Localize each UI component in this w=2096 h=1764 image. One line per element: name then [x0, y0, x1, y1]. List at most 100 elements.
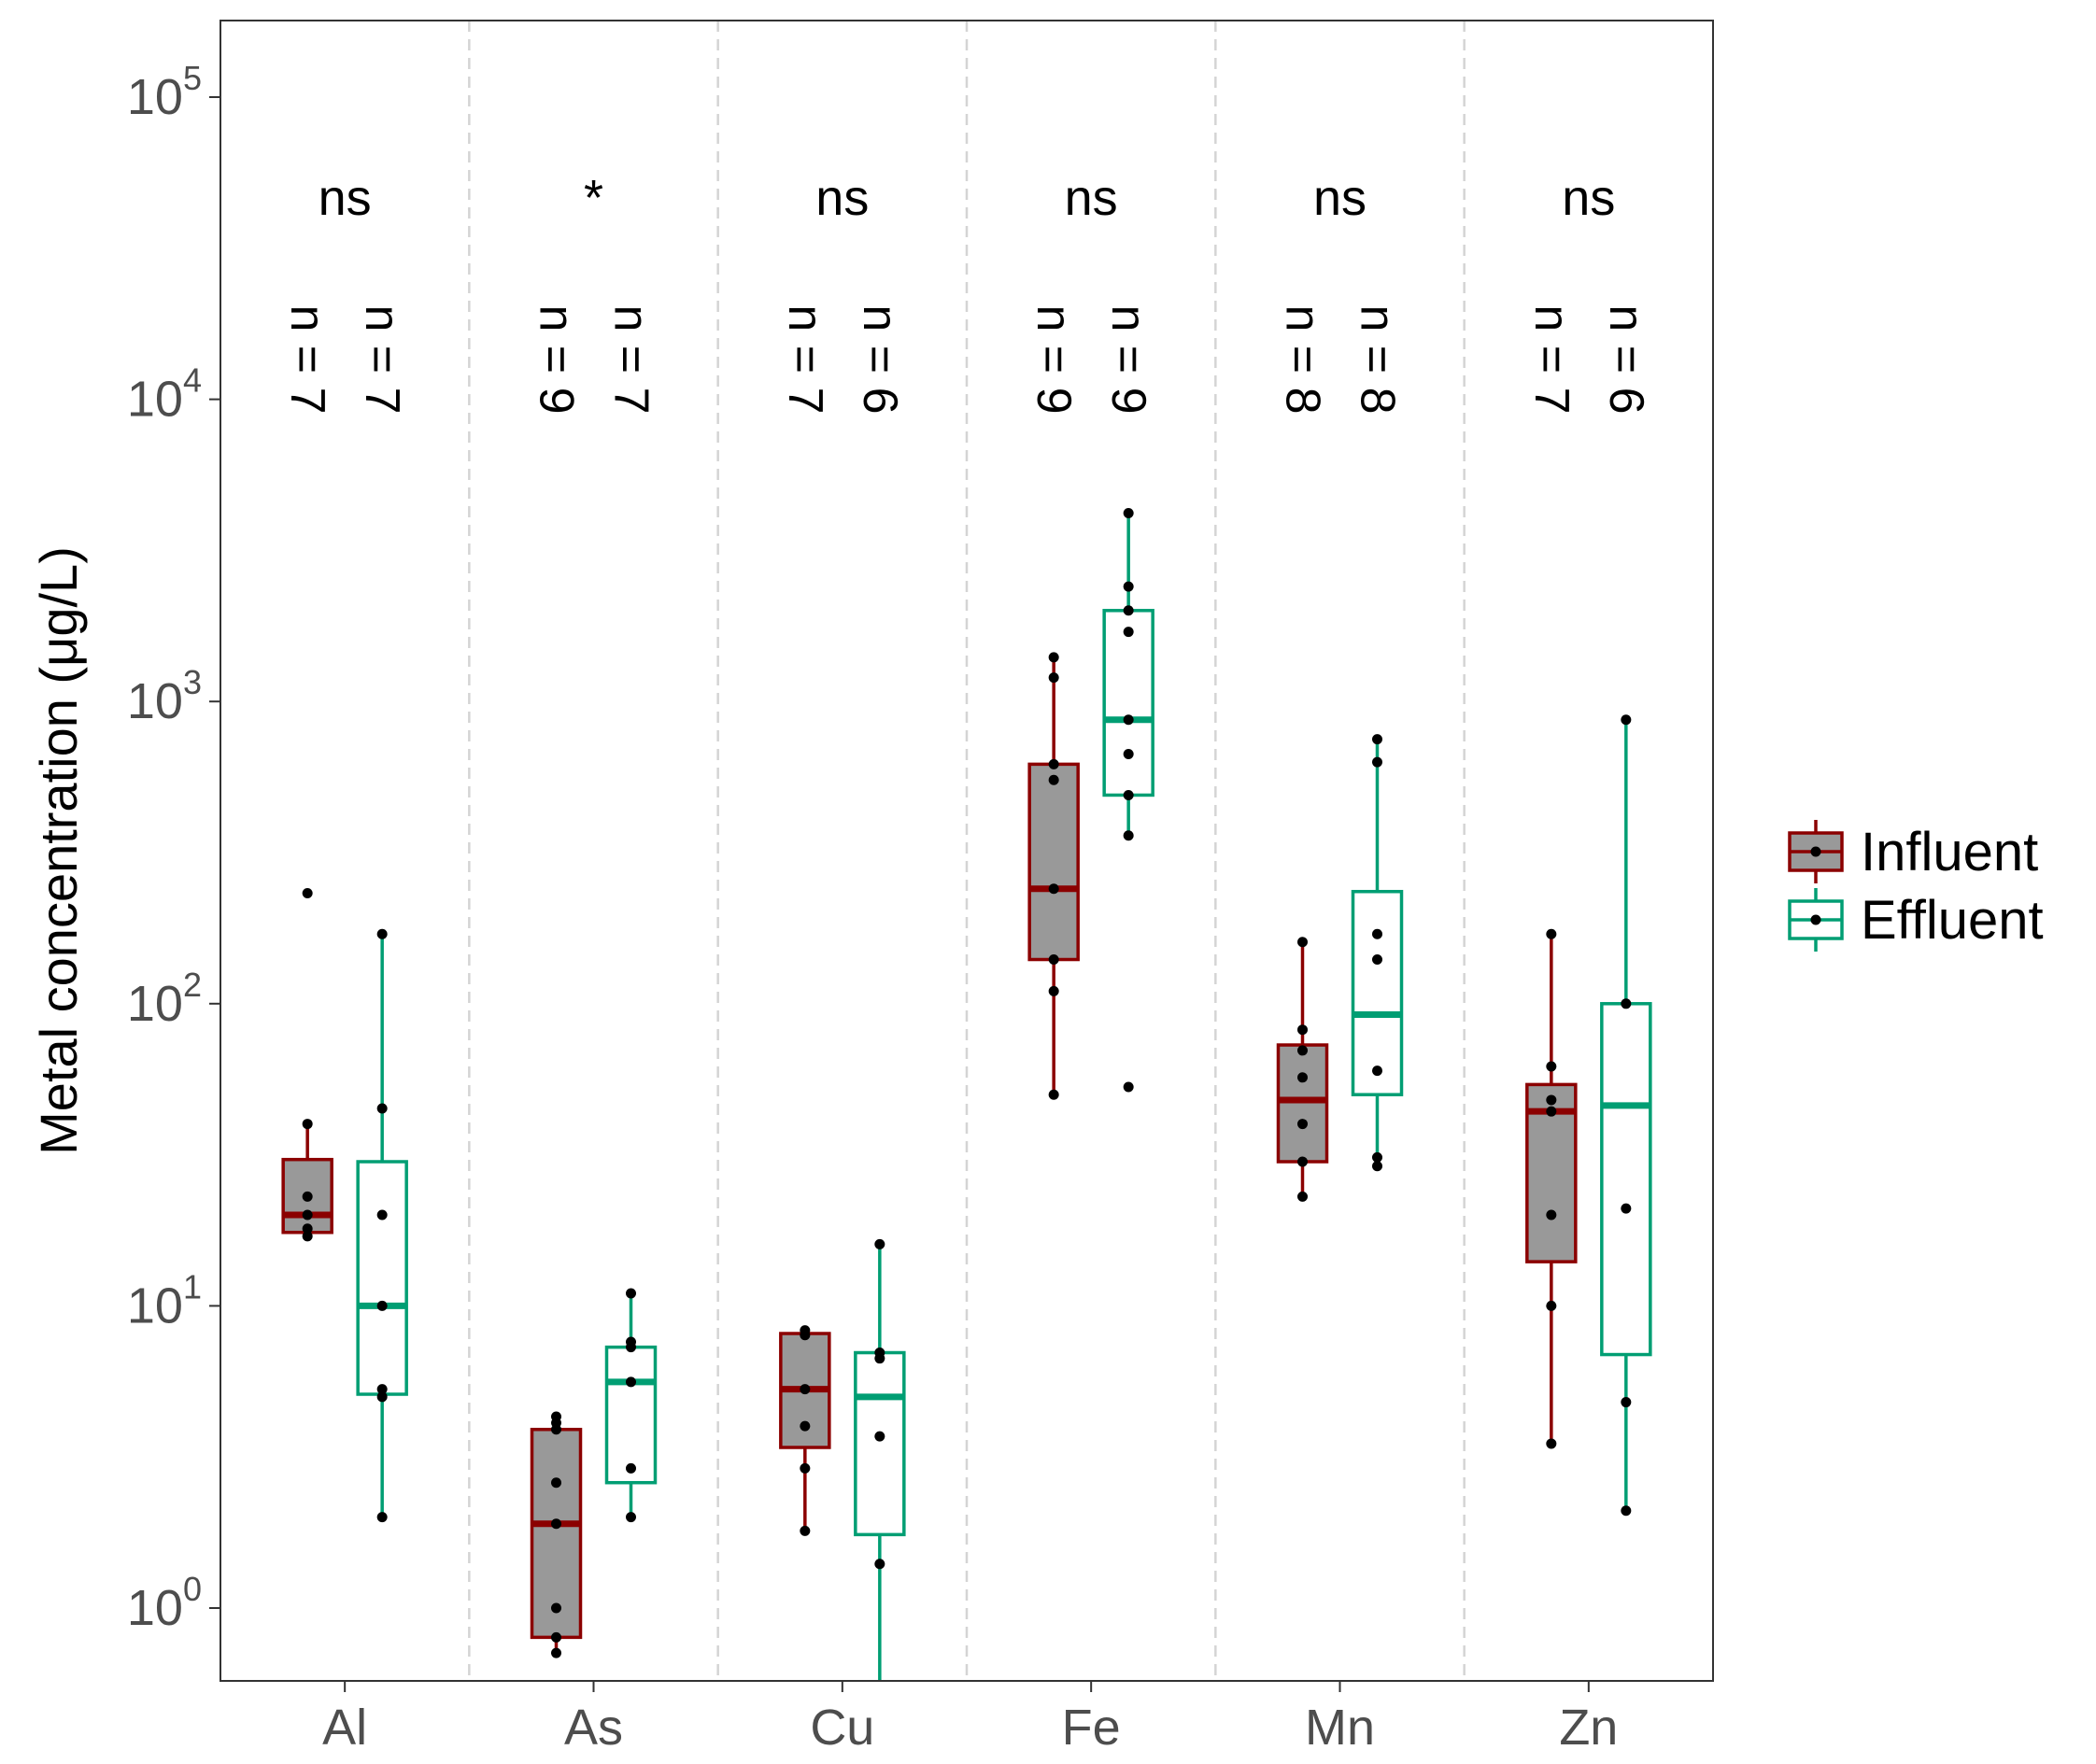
data-point	[626, 1288, 636, 1299]
data-point	[1123, 508, 1134, 519]
box	[530, 1427, 583, 1640]
data-point	[874, 1348, 885, 1359]
data-point	[1048, 1089, 1059, 1100]
data-point	[1621, 714, 1632, 726]
box	[1276, 1043, 1329, 1164]
data-point	[1123, 714, 1134, 726]
n-label: n = 7	[604, 304, 659, 414]
legend-item-effluent: Effluent	[1788, 888, 2044, 952]
data-point	[626, 1462, 636, 1474]
n-label: n = 9	[1101, 304, 1155, 414]
data-point	[1546, 1061, 1557, 1072]
box	[356, 1160, 408, 1396]
data-point	[302, 1209, 313, 1221]
n-label: n = 7	[1524, 304, 1579, 414]
data-point	[1372, 928, 1382, 939]
data-point	[874, 1238, 885, 1249]
data-point	[376, 1391, 388, 1403]
data-point	[1048, 758, 1059, 769]
legend-point	[1810, 846, 1821, 857]
n-label: n = 9	[530, 304, 584, 414]
significance-label: ns	[815, 170, 869, 226]
y-tick-label: 100	[127, 1570, 202, 1636]
x-tick-label: Al	[322, 1700, 367, 1756]
data-point	[376, 1209, 388, 1221]
box	[1027, 762, 1080, 962]
y-tick-label: 104	[127, 361, 202, 428]
data-point	[1546, 1438, 1557, 1449]
data-point	[1297, 1119, 1308, 1130]
data-point	[551, 1602, 561, 1614]
box	[1102, 609, 1154, 797]
data-point	[1621, 1203, 1632, 1214]
significance-label: ns	[319, 170, 372, 226]
data-point	[1372, 1161, 1382, 1172]
data-point	[1372, 954, 1382, 966]
legend-label: Effluent	[1861, 890, 2044, 951]
data-point	[626, 1376, 636, 1388]
n-label: n = 8	[1351, 304, 1405, 414]
data-point	[1297, 1024, 1308, 1036]
legend-label: Influent	[1861, 822, 2038, 882]
n-label: n = 9	[1027, 304, 1081, 414]
data-point	[874, 1431, 885, 1442]
y-axis: 100 101 102 103 104 105	[127, 59, 220, 1636]
data-point	[1048, 774, 1059, 785]
data-point	[1621, 998, 1632, 1009]
y-tick-label: 101	[127, 1267, 202, 1334]
significance-label: ns	[1313, 170, 1367, 226]
box	[1600, 1002, 1652, 1357]
data-point	[1372, 734, 1382, 745]
data-point	[376, 928, 388, 939]
data-point	[302, 1223, 313, 1235]
x-tick-label: Mn	[1305, 1700, 1375, 1756]
y-tick-label: 102	[127, 966, 202, 1032]
data-point	[1048, 652, 1059, 663]
y-tick-label: 103	[127, 663, 202, 729]
data-point	[1297, 1156, 1308, 1167]
data-point	[1297, 937, 1308, 948]
data-point	[302, 1191, 313, 1202]
data-point	[800, 1420, 811, 1432]
data-point	[1048, 672, 1059, 684]
data-point	[1546, 1106, 1557, 1117]
data-point	[1123, 748, 1134, 759]
data-point	[800, 1325, 811, 1336]
data-point	[551, 1647, 561, 1658]
significance-label: ns	[1065, 170, 1118, 226]
y-axis-title: Metal concentration (μg/L)	[29, 546, 88, 1155]
significance-label: ns	[1562, 170, 1615, 226]
significance-labels: ns * ns ns ns ns	[319, 170, 1616, 226]
data-point	[1546, 1094, 1557, 1106]
data-point	[551, 1631, 561, 1643]
data-point	[1123, 1081, 1134, 1093]
data-point	[1546, 928, 1557, 939]
data-point	[1048, 954, 1059, 966]
data-point	[551, 1518, 561, 1530]
data-point	[800, 1384, 811, 1395]
n-label: n = 7	[355, 304, 409, 414]
data-point	[1048, 883, 1059, 895]
data-point	[1372, 1065, 1382, 1077]
x-tick-label: As	[564, 1700, 623, 1756]
box-series	[281, 508, 1652, 1681]
x-axis: Al As Cu Fe Mn Zn	[322, 1681, 1618, 1756]
panel-border	[220, 20, 1714, 1682]
box	[604, 1345, 658, 1485]
significance-label: *	[584, 170, 603, 226]
data-point	[1048, 985, 1059, 996]
data-point	[800, 1525, 811, 1536]
data-point	[1621, 1397, 1632, 1408]
data-point	[1297, 1191, 1308, 1202]
data-point	[1123, 830, 1134, 841]
n-label: n = 7	[280, 304, 334, 414]
data-point	[1123, 581, 1134, 592]
n-label: n = 6	[1599, 304, 1653, 414]
data-point	[302, 888, 313, 899]
data-point	[1372, 1151, 1382, 1163]
data-point	[376, 1384, 388, 1395]
x-tick-label: Fe	[1062, 1700, 1121, 1756]
legend-item-influent: Influent	[1788, 820, 2038, 883]
sample-size-labels: n = 7 n = 9 n = 7 n = 9 n = 8 n = 7 n = 7 n = 7…	[280, 304, 1653, 414]
